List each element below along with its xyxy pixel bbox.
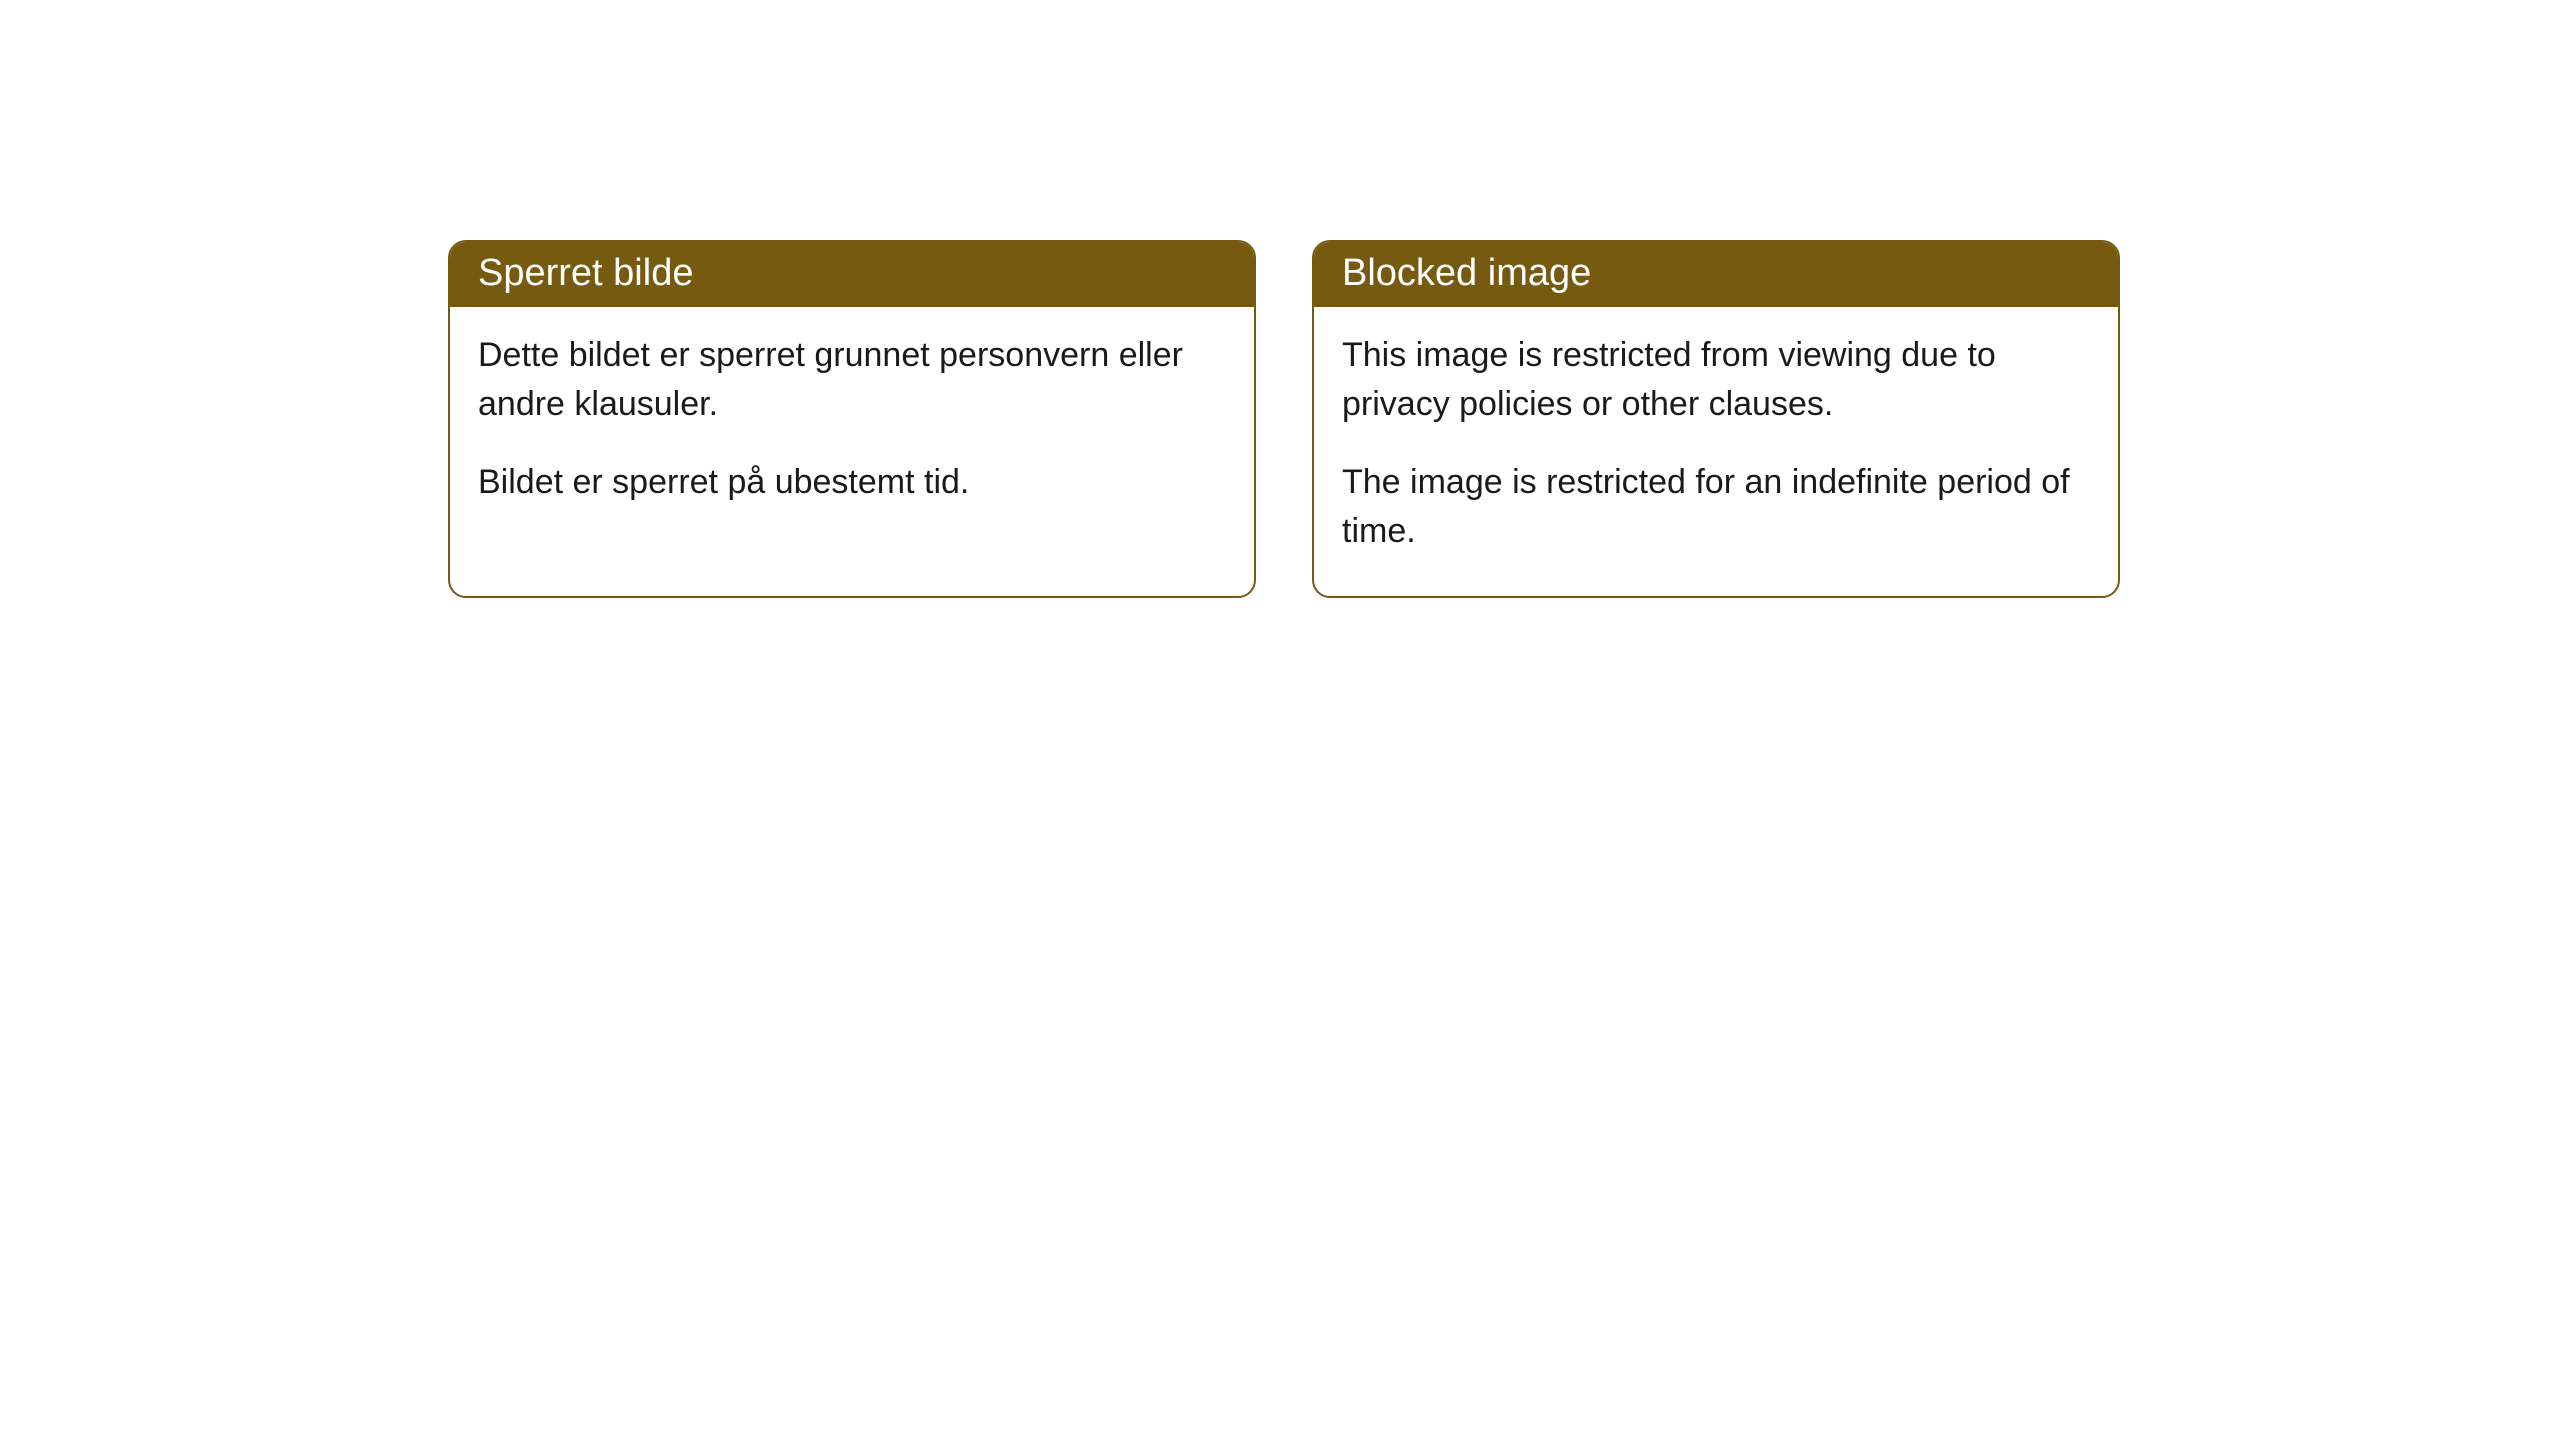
card-body: This image is restricted from viewing du… — [1314, 307, 2118, 596]
card-body: Dette bildet er sperret grunnet personve… — [450, 307, 1254, 547]
card-paragraph: Dette bildet er sperret grunnet personve… — [478, 331, 1226, 430]
card-header: Sperret bilde — [450, 242, 1254, 307]
card-paragraph: The image is restricted for an indefinit… — [1342, 458, 2090, 557]
card-header: Blocked image — [1314, 242, 2118, 307]
notice-card-norwegian: Sperret bilde Dette bildet er sperret gr… — [448, 240, 1256, 598]
card-paragraph: This image is restricted from viewing du… — [1342, 331, 2090, 430]
notice-cards-container: Sperret bilde Dette bildet er sperret gr… — [448, 240, 2120, 598]
notice-card-english: Blocked image This image is restricted f… — [1312, 240, 2120, 598]
card-paragraph: Bildet er sperret på ubestemt tid. — [478, 458, 1226, 507]
